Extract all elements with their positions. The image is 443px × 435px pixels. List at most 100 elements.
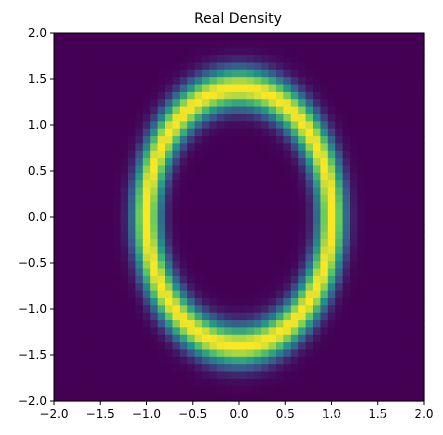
heatmap-cell (416, 158, 425, 167)
heatmap-cell (179, 209, 188, 218)
heatmap-cell (61, 297, 70, 306)
heatmap-cell (276, 180, 284, 189)
heatmap-cell (290, 327, 299, 336)
heatmap-cell (61, 143, 70, 152)
heatmap-cell (165, 342, 173, 351)
heatmap-cell (364, 261, 373, 270)
heatmap-cell (394, 231, 403, 240)
heatmap-cell (135, 261, 144, 270)
heatmap-cell (401, 121, 410, 130)
heatmap-cell (113, 106, 122, 115)
heatmap-cell (350, 253, 358, 262)
heatmap-cell (91, 77, 99, 86)
heatmap-cell (313, 378, 321, 387)
heatmap-cell (224, 202, 233, 211)
heatmap-cell (179, 55, 188, 64)
heatmap-cell (76, 342, 85, 351)
heatmap-cell (157, 121, 166, 130)
heatmap-cell (372, 165, 381, 174)
heatmap-cell (187, 283, 196, 292)
heatmap-cell (246, 121, 255, 130)
heatmap-cell (150, 69, 159, 78)
heatmap-cell (298, 91, 307, 100)
heatmap-cell (150, 253, 159, 262)
heatmap-cell (120, 283, 129, 292)
heatmap-cell (120, 121, 129, 130)
heatmap-cell (98, 128, 107, 137)
heatmap-cell (76, 268, 85, 277)
heatmap-cell (246, 231, 255, 240)
heatmap-cell (290, 342, 299, 351)
heatmap-cell (98, 305, 107, 314)
heatmap-cell (142, 150, 151, 159)
heatmap-cell (276, 349, 284, 358)
heatmap-cell (135, 253, 144, 262)
heatmap-cell (313, 253, 321, 262)
heatmap-cell (313, 393, 321, 402)
heatmap-cell (120, 128, 129, 137)
heatmap-cell (172, 246, 181, 255)
heatmap-cell (135, 113, 144, 122)
heatmap-cell (54, 320, 62, 328)
heatmap-cell (194, 209, 203, 218)
heatmap-cell (216, 327, 225, 336)
heatmap-cell (379, 106, 388, 115)
heatmap-cell (135, 386, 144, 395)
heatmap-cell (179, 47, 188, 56)
heatmap-cell (157, 113, 166, 122)
heatmap-cell (290, 349, 299, 358)
heatmap-cell (239, 268, 247, 277)
heatmap-cell (61, 40, 70, 49)
heatmap-cell (313, 187, 321, 196)
heatmap-cell (364, 69, 373, 78)
heatmap-cell (350, 113, 358, 122)
heatmap-cell (342, 253, 351, 262)
heatmap-cell (261, 312, 270, 321)
heatmap-cell (320, 150, 329, 159)
heatmap-cell (54, 187, 62, 196)
heatmap-cell (253, 150, 262, 159)
heatmap-cell (290, 113, 299, 122)
heatmap-cell (209, 312, 218, 321)
heatmap-cell (342, 180, 351, 189)
heatmap-cell (350, 106, 358, 115)
heatmap-cell (157, 84, 166, 93)
heatmap-cell (298, 305, 307, 314)
heatmap-cell (283, 320, 292, 328)
heatmap-cell (327, 158, 336, 167)
heatmap-cell (120, 187, 129, 196)
heatmap-cell (209, 121, 218, 130)
heatmap-cell (105, 224, 114, 233)
heatmap-cell (298, 364, 307, 373)
heatmap-cell (194, 99, 203, 108)
heatmap-cell (172, 342, 181, 351)
heatmap-cell (298, 128, 307, 137)
heatmap-cell (394, 113, 403, 122)
heatmap-cell (394, 342, 403, 351)
heatmap-cell (253, 305, 262, 314)
heatmap-cell (335, 62, 344, 71)
heatmap-cell (342, 275, 351, 284)
heatmap-cell (216, 128, 225, 137)
heatmap-cell (76, 239, 85, 248)
heatmap-cell (276, 84, 284, 93)
heatmap-cell (61, 342, 70, 351)
heatmap-cell (216, 194, 225, 203)
heatmap-cell (327, 378, 336, 387)
heatmap-cell (113, 378, 122, 387)
heatmap-cell (239, 239, 247, 248)
heatmap-cell (364, 371, 373, 380)
heatmap-cell (246, 69, 255, 78)
heatmap-cell (231, 224, 240, 233)
heatmap-cell (283, 378, 292, 387)
heatmap-cell (283, 297, 292, 306)
heatmap-cell (231, 393, 240, 402)
heatmap-cell (335, 261, 344, 270)
heatmap-cell (231, 364, 240, 373)
heatmap-cell (364, 121, 373, 130)
heatmap-cell (290, 136, 299, 144)
heatmap-cell (401, 378, 410, 387)
heatmap-cell (209, 275, 218, 284)
heatmap-cell (416, 239, 425, 248)
heatmap-cell (157, 393, 166, 402)
